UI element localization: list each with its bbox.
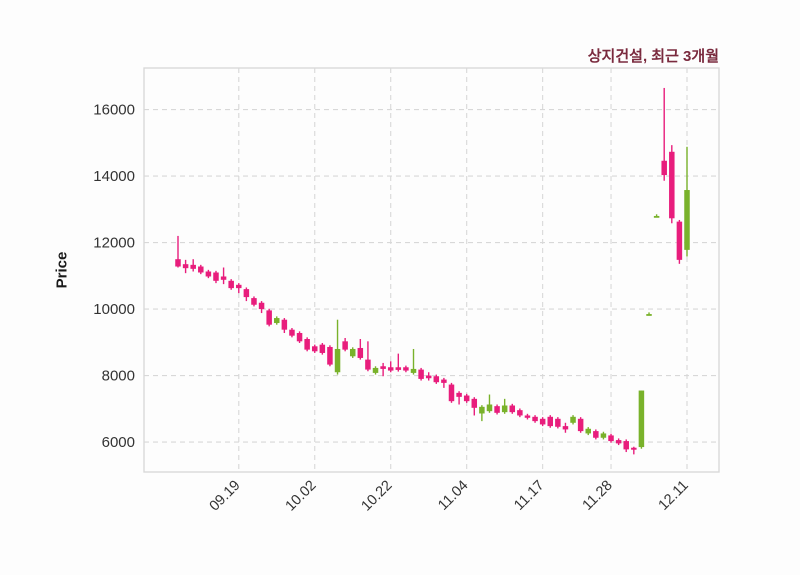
candle-body-down <box>425 375 432 379</box>
candle-body-down <box>380 366 386 369</box>
candle-body-up <box>410 368 417 373</box>
candle-body-down <box>365 359 371 370</box>
candle-body-down <box>631 447 637 450</box>
candle-body-up <box>646 314 652 316</box>
x-tick-label: 10.02 <box>283 478 320 515</box>
candle-body-up <box>638 390 645 448</box>
x-tick-label: 11.04 <box>435 478 471 514</box>
candle-body-down <box>463 395 470 402</box>
candle-body-down <box>311 346 318 352</box>
candle-body-down <box>661 160 667 176</box>
y-tick-label: 6000 <box>102 434 135 451</box>
candle-body-down <box>251 298 257 305</box>
candle-body-down <box>266 310 272 325</box>
candle-body-down <box>319 344 326 353</box>
candle-body-down <box>304 338 310 350</box>
candle-body-up <box>372 367 379 373</box>
candle-body-up <box>501 405 508 413</box>
candle-body-up <box>349 348 356 357</box>
candle-body-down <box>539 418 546 425</box>
candle-body-down <box>258 302 265 310</box>
candle-body-down <box>418 369 424 379</box>
candle-body-down <box>509 405 516 413</box>
y-tick-label: 10000 <box>93 301 135 318</box>
x-tick-label: 12.11 <box>656 478 692 514</box>
candle-body-down <box>555 418 561 427</box>
chart-title: 상지건설, 최근 3개월 <box>587 48 719 65</box>
candle-body-up <box>334 348 341 373</box>
y-tick-label: 12000 <box>93 235 135 252</box>
y-tick-label: 16000 <box>93 102 135 119</box>
candle-body-down <box>198 266 204 273</box>
x-tick-label: 11.28 <box>580 478 616 514</box>
candle-body-down <box>387 367 394 371</box>
candle-body-down <box>448 384 455 402</box>
candle-body-down <box>243 289 250 298</box>
candle-body-down <box>228 280 234 289</box>
candle-body-down <box>182 264 189 269</box>
candle-body-down <box>213 272 219 281</box>
candle-body-up <box>653 215 660 218</box>
candle-body-down <box>220 276 227 280</box>
candle-body-down <box>471 398 478 408</box>
candle-body-down <box>357 347 364 358</box>
candle-body-up <box>570 416 576 423</box>
x-tick-label: 09.19 <box>207 478 244 515</box>
candle-body-down <box>623 441 629 450</box>
candle-body-down <box>433 376 440 383</box>
candle-body-up <box>479 406 485 414</box>
candle-body-down <box>395 367 402 370</box>
candle-body-down <box>593 431 599 438</box>
candle-body-up <box>585 428 591 434</box>
candle-body-down <box>562 426 569 430</box>
candle-body-down <box>289 329 295 336</box>
plot-border <box>143 67 720 473</box>
candle-body-up <box>486 404 493 412</box>
candle-body-down <box>190 264 196 269</box>
candle-body-down <box>547 416 554 427</box>
candle-body-down <box>296 333 303 342</box>
candle-body-down <box>669 151 675 219</box>
candle-body-down <box>524 415 531 418</box>
candle-body-down <box>532 416 538 422</box>
candle-body-down <box>403 367 409 371</box>
candle-body-down <box>456 392 462 397</box>
x-tick-label: 10.22 <box>359 478 396 515</box>
candle-body-down <box>608 435 614 442</box>
candle-body-down <box>615 440 622 444</box>
candle-body-down <box>577 418 584 432</box>
candle-body-down <box>205 271 212 277</box>
candle-body-up <box>274 318 280 324</box>
candle-body-down <box>236 284 242 289</box>
candle-body-down <box>441 379 447 383</box>
y-tick-label: 14000 <box>93 168 135 185</box>
candle-body-up <box>684 190 690 250</box>
candle-body-down <box>517 410 523 416</box>
candle-body-down <box>281 319 288 330</box>
candle-body-down <box>175 259 181 267</box>
candle-body-down <box>676 221 683 260</box>
x-tick-label: 11.17 <box>511 478 547 514</box>
candle-body-down <box>494 406 500 413</box>
y-tick-label: 8000 <box>102 368 135 385</box>
candle-body-down <box>342 341 348 350</box>
candle-body-down <box>327 346 333 365</box>
candle-body-up <box>600 433 607 438</box>
